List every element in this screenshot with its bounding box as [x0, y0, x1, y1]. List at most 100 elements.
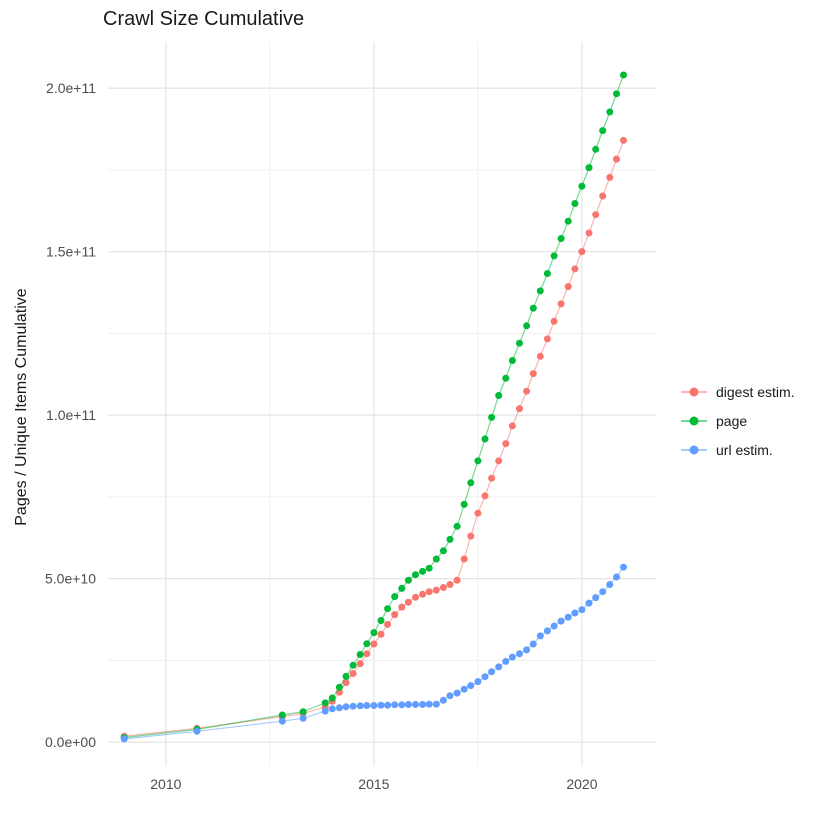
- data-point-digest: [432, 586, 440, 594]
- data-point-digest: [529, 370, 537, 378]
- legend-key-dot: [689, 445, 699, 454]
- data-point-page: [432, 555, 440, 563]
- data-point-page: [425, 564, 433, 572]
- data-point-url: [606, 581, 614, 588]
- x-tick-label: 2010: [150, 776, 181, 792]
- legend-key-url-icon: [681, 443, 707, 457]
- data-point-url: [474, 678, 482, 686]
- data-point-page: [384, 605, 392, 613]
- data-point-digest: [495, 457, 503, 465]
- data-point-url: [120, 735, 128, 743]
- data-point-url: [370, 702, 378, 709]
- y-tick-label: 1.5e+11: [46, 244, 96, 260]
- data-point-page: [620, 71, 627, 79]
- data-point-digest: [446, 581, 454, 588]
- data-point-digest: [474, 509, 482, 517]
- legend-key-page-icon: [681, 414, 707, 428]
- data-point-url: [453, 689, 461, 697]
- data-point-digest: [481, 492, 489, 500]
- legend-item-page: page: [681, 406, 795, 435]
- y-tick-label: 2.0e+11: [46, 80, 96, 96]
- data-point-page: [439, 547, 447, 555]
- legend-label-url: url estim.: [716, 441, 773, 458]
- data-point-page: [613, 90, 620, 98]
- data-point-url: [342, 703, 350, 711]
- data-point-digest: [523, 387, 531, 395]
- data-point-url: [432, 700, 440, 708]
- data-point-page: [516, 339, 523, 347]
- data-point-digest: [439, 584, 447, 591]
- data-point-page: [370, 629, 378, 637]
- data-point-page: [550, 252, 558, 260]
- data-point-digest: [467, 532, 475, 540]
- data-point-url: [508, 653, 516, 661]
- data-point-digest: [356, 660, 364, 668]
- data-point-page: [536, 287, 544, 295]
- data-point-url: [557, 617, 565, 625]
- data-point-page: [377, 617, 385, 624]
- data-point-url: [356, 702, 364, 710]
- data-point-page: [342, 672, 350, 680]
- legend-key-digest-icon: [681, 385, 707, 399]
- data-point-page: [606, 108, 614, 116]
- data-point-url: [543, 627, 551, 635]
- data-point-page: [404, 576, 412, 584]
- data-point-url: [446, 692, 454, 700]
- data-point-page: [453, 522, 461, 530]
- data-point-digest: [502, 440, 510, 448]
- data-point-digest: [488, 474, 496, 482]
- data-point-page: [599, 127, 607, 135]
- data-point-url: [467, 682, 475, 690]
- legend-key-dot: [689, 416, 699, 425]
- data-point-digest: [516, 405, 523, 413]
- data-point-page: [474, 457, 482, 465]
- y-tick-label: 5.0e+10: [45, 571, 96, 587]
- data-point-url: [529, 640, 537, 648]
- data-point-digest: [404, 598, 412, 606]
- data-point-page: [564, 217, 572, 225]
- data-point-digest: [543, 335, 551, 343]
- data-point-url: [439, 696, 447, 704]
- data-point-page: [529, 304, 537, 312]
- data-point-digest: [578, 248, 586, 256]
- data-point-digest: [384, 620, 392, 628]
- data-point-digest: [363, 650, 371, 658]
- data-point-digest: [425, 588, 433, 596]
- legend-label-page: page: [716, 412, 748, 429]
- legend-label-digest: digest estim.: [716, 383, 795, 400]
- data-point-digest: [550, 317, 558, 325]
- data-point-page: [391, 593, 399, 601]
- data-point-digest: [564, 283, 572, 291]
- data-point-url: [516, 650, 523, 658]
- data-point-url: [550, 622, 558, 630]
- data-point-url: [599, 588, 607, 596]
- data-point-url: [571, 609, 579, 617]
- data-point-page: [299, 708, 307, 716]
- legend-item-digest: digest estim.: [681, 377, 795, 406]
- data-point-page: [321, 699, 329, 707]
- data-point-url: [384, 701, 392, 709]
- legend-item-url: url estim.: [681, 435, 795, 464]
- data-point-digest: [620, 136, 627, 144]
- data-point-digest: [536, 352, 544, 360]
- y-tick-label: 1.0e+11: [46, 407, 96, 423]
- data-point-digest: [460, 555, 468, 563]
- data-point-url: [377, 701, 385, 709]
- data-point-digest: [613, 155, 620, 163]
- data-point-url: [321, 707, 329, 715]
- data-point-page: [356, 651, 364, 658]
- x-tick-label: 2020: [566, 776, 597, 792]
- legend-key-dot: [689, 387, 699, 396]
- data-point-url: [328, 705, 336, 713]
- data-point-url: [488, 668, 496, 676]
- data-point-url: [536, 632, 544, 640]
- chart-title: Crawl Size Cumulative: [103, 8, 305, 30]
- x-tick-label: 2015: [358, 776, 389, 792]
- data-point-url: [299, 714, 307, 722]
- data-point-url: [585, 599, 593, 607]
- data-point-url: [523, 646, 531, 654]
- data-point-digest: [391, 611, 399, 619]
- data-point-page: [571, 200, 579, 207]
- data-point-page: [363, 640, 371, 648]
